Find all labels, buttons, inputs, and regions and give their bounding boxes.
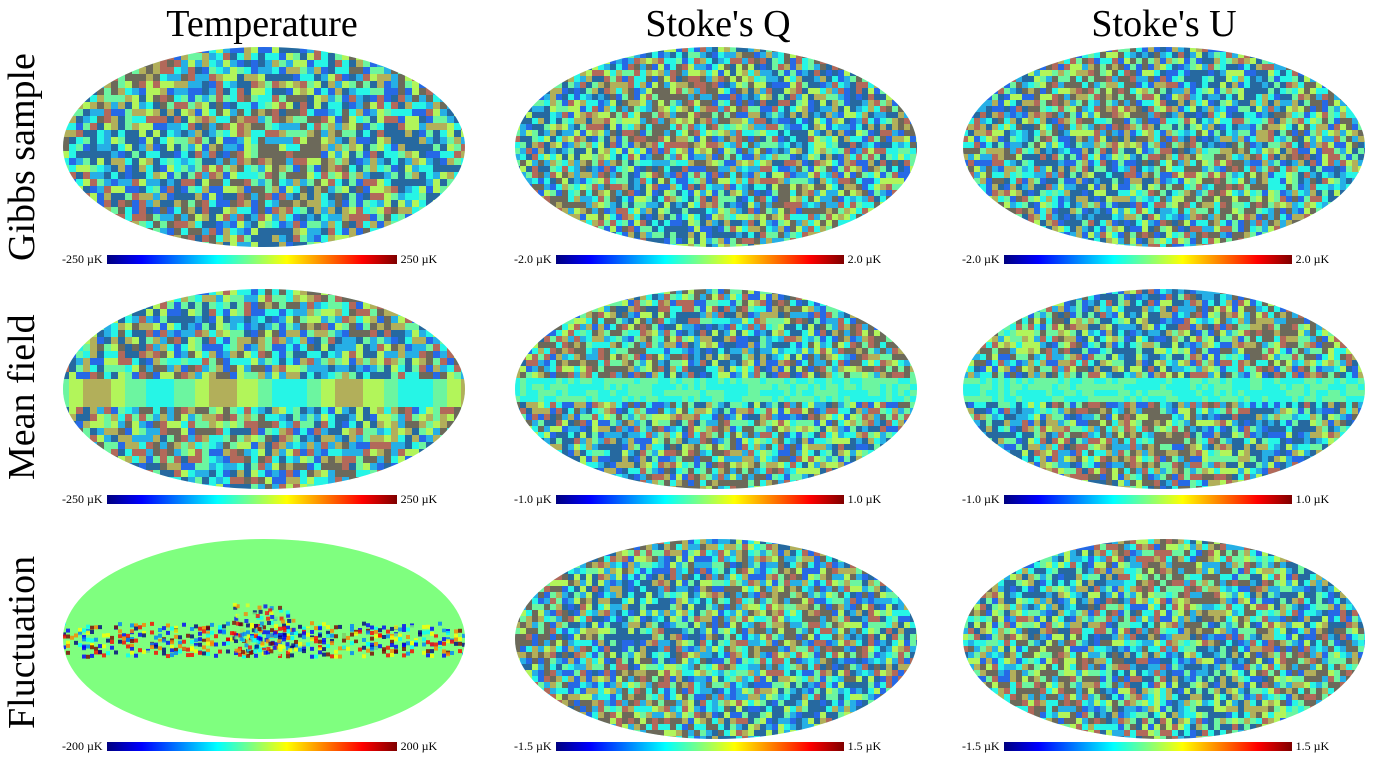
column-title-stokes-q: Stoke's Q <box>645 3 791 45</box>
colorbar-gradient <box>1003 255 1292 264</box>
colorbar-max-label: 1.5 µK <box>847 739 882 753</box>
colorbar-min-label: -1.5 µK <box>962 739 1000 753</box>
colorbar-gradient <box>1003 495 1292 504</box>
colorbar: -1.5 µK 1.5 µK <box>514 739 881 754</box>
colorbar-gradient <box>106 495 397 504</box>
colorbar-gradient <box>1003 742 1292 751</box>
colorbar: -250 µK 250 µK <box>62 492 437 507</box>
colorbar-min-label: -200 µK <box>62 739 103 753</box>
colorbar-gradient <box>555 742 844 751</box>
colorbar-gradient <box>106 255 397 264</box>
colorbar-max-label: 200 µK <box>400 739 438 753</box>
colorbar-max-label: 1.5 µK <box>1295 739 1330 753</box>
colorbar-max-label: 250 µK <box>400 252 438 266</box>
colorbar: -250 µK 250 µK <box>62 252 437 267</box>
colorbar-max-label: 2.0 µK <box>847 252 882 266</box>
sky-map-temperature-mean-field <box>63 289 465 489</box>
colorbar-min-label: -1.0 µK <box>962 492 1000 506</box>
sky-map-stokes-u-fluctuation <box>963 539 1365 739</box>
colorbar-max-label: 250 µK <box>400 492 438 506</box>
colorbar-min-label: -250 µK <box>62 252 103 266</box>
colorbar-min-label: -1.0 µK <box>514 492 552 506</box>
colorbar-gradient <box>555 495 844 504</box>
colorbar-gradient <box>106 742 397 751</box>
sky-map-stokes-u-gibbs-sample <box>963 47 1365 247</box>
row-title-mean-field: Mean field <box>1 314 43 481</box>
colorbar-max-label: 1.0 µK <box>847 492 882 506</box>
sky-map-temperature-fluctuation <box>63 539 465 739</box>
colorbar: -200 µK 200 µK <box>62 739 437 754</box>
column-title-temperature: Temperature <box>166 3 358 45</box>
colorbar-max-label: 1.0 µK <box>1295 492 1330 506</box>
colorbar-max-label: 2.0 µK <box>1295 252 1330 266</box>
column-title-stokes-u: Stoke's U <box>1091 3 1237 45</box>
sky-map-stokes-q-mean-field <box>515 289 917 489</box>
colorbar-min-label: -2.0 µK <box>962 252 1000 266</box>
row-title-gibbs-sample: Gibbs sample <box>1 53 43 262</box>
colorbar-min-label: -1.5 µK <box>514 739 552 753</box>
colorbar: -2.0 µK 2.0 µK <box>514 252 881 267</box>
colorbar-min-label: -2.0 µK <box>514 252 552 266</box>
sky-map-temperature-gibbs-sample <box>63 47 465 247</box>
colorbar: -1.0 µK 1.0 µK <box>514 492 881 507</box>
sky-map-stokes-q-gibbs-sample <box>515 47 917 247</box>
sky-map-stokes-q-fluctuation <box>515 539 917 739</box>
colorbar: -1.0 µK 1.0 µK <box>962 492 1329 507</box>
colorbar-gradient <box>555 255 844 264</box>
colorbar: -1.5 µK 1.5 µK <box>962 739 1329 754</box>
colorbar: -2.0 µK 2.0 µK <box>962 252 1329 267</box>
sky-map-stokes-u-mean-field <box>963 289 1365 489</box>
row-title-fluctuation: Fluctuation <box>1 555 43 730</box>
colorbar-min-label: -250 µK <box>62 492 103 506</box>
